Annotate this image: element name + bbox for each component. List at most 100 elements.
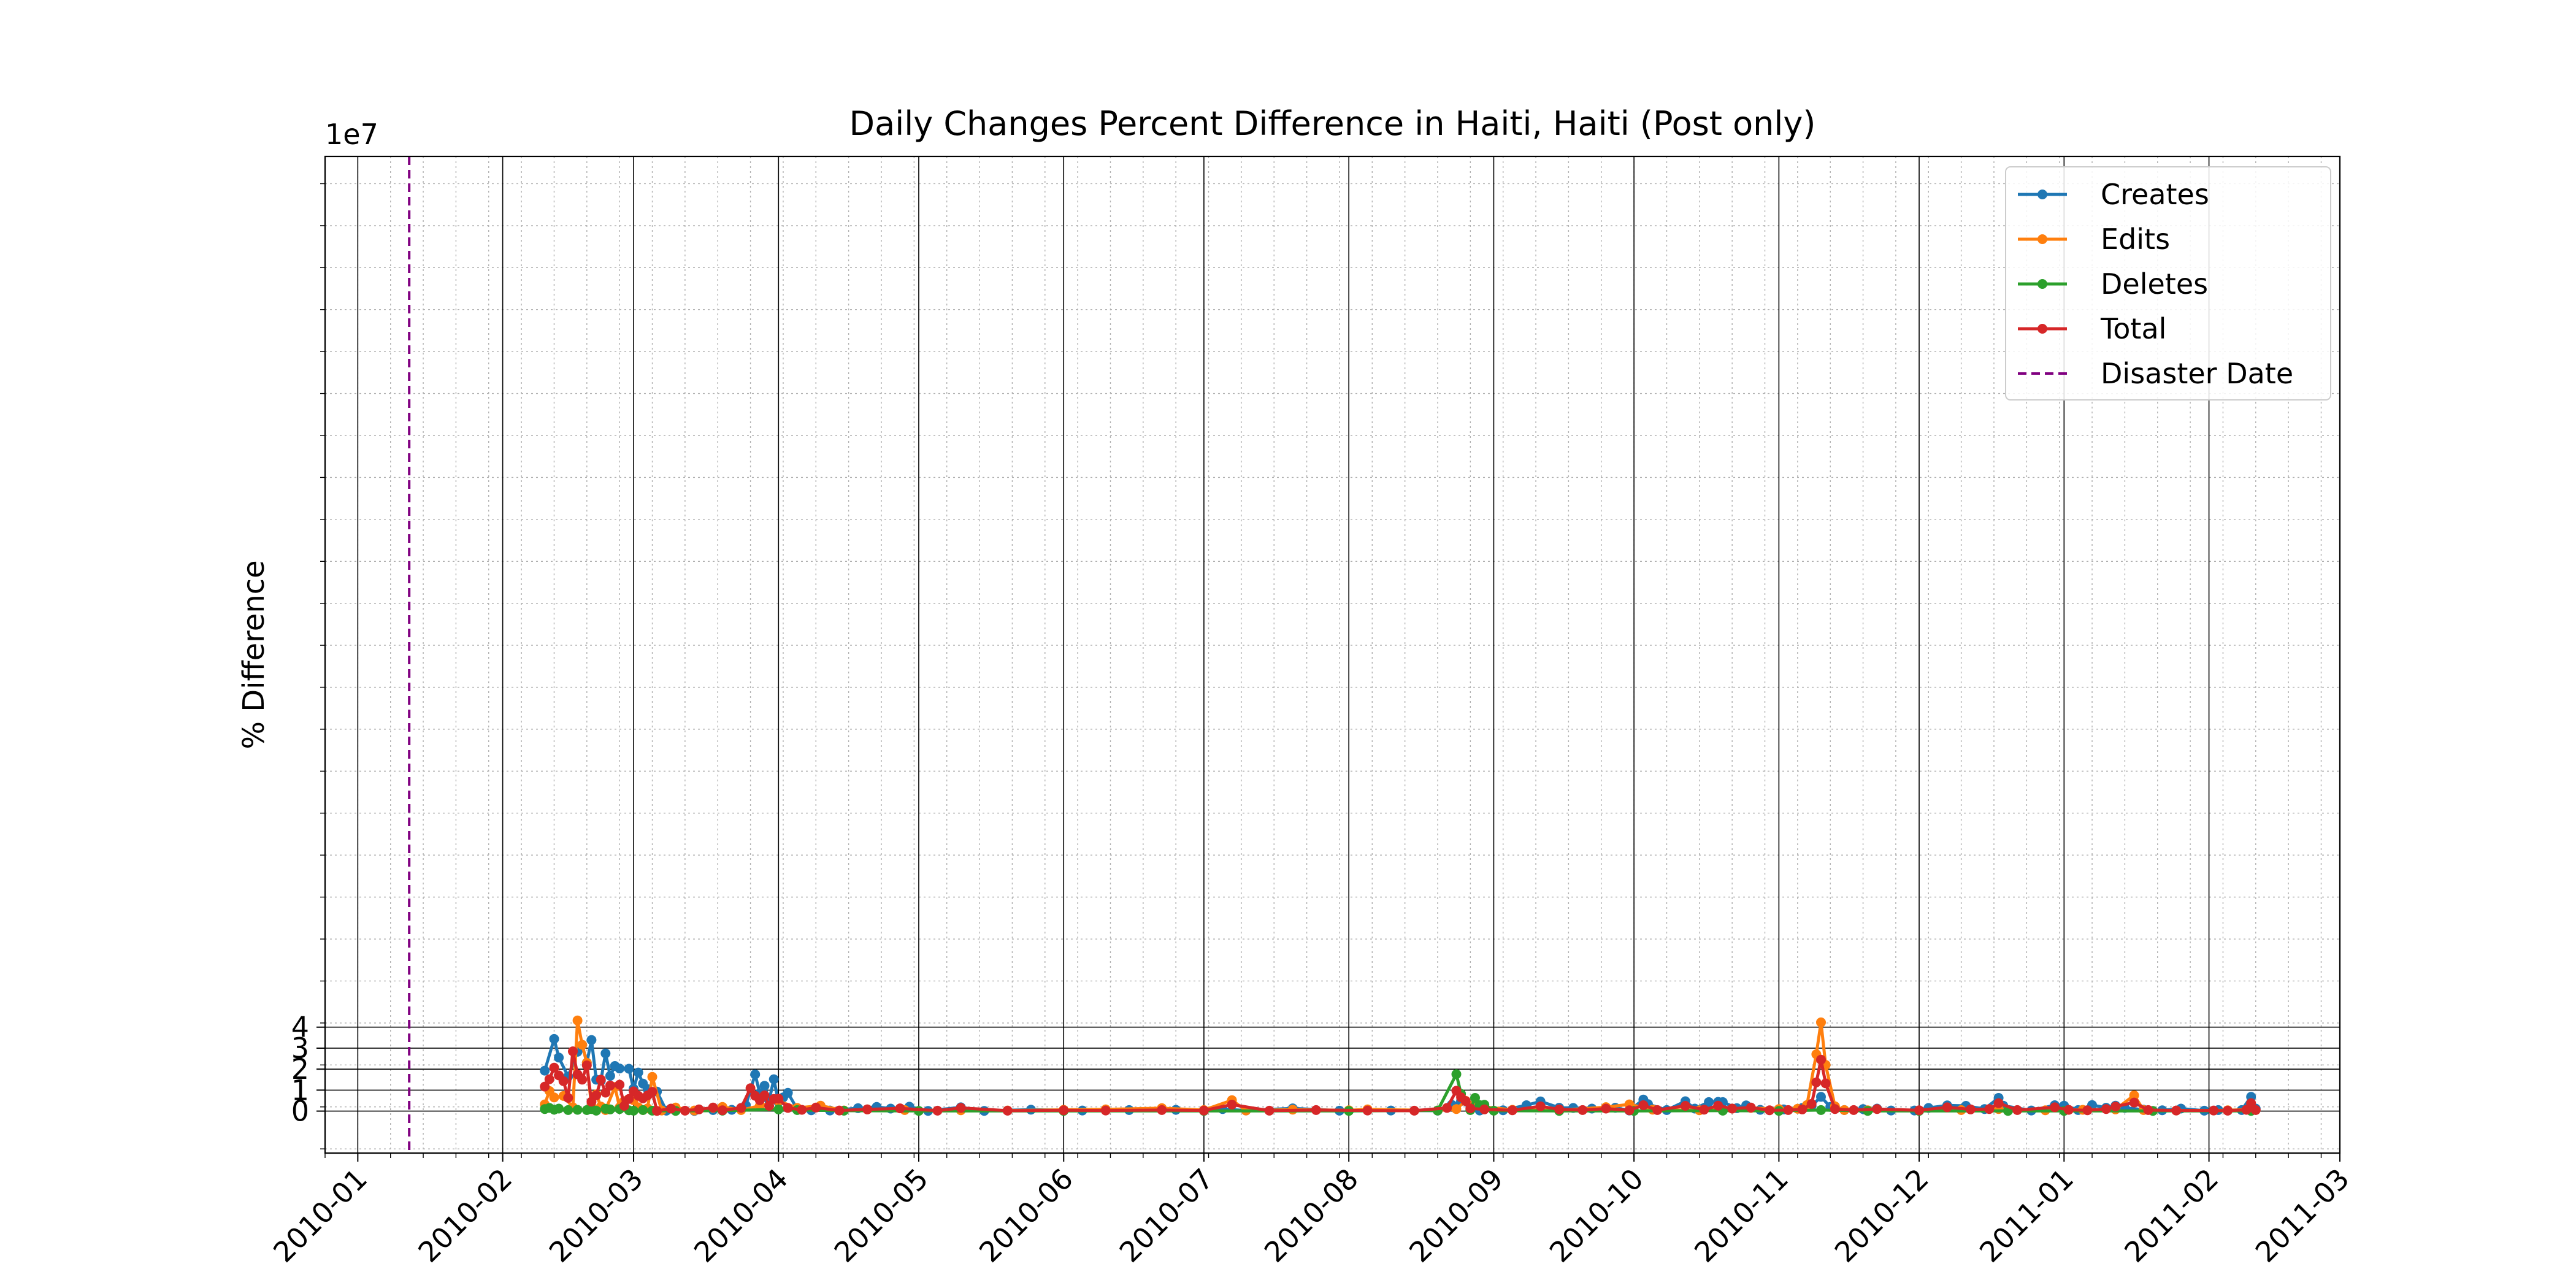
x-tick-label: 2010-05 [828, 1162, 935, 1269]
y-axis-offset-label: 1e7 [325, 118, 378, 151]
data-point [558, 1076, 569, 1086]
axes-frame [324, 155, 2341, 1154]
data-point [708, 1102, 718, 1113]
data-point [596, 1075, 606, 1085]
data-point [1746, 1102, 1756, 1113]
data-point [652, 1106, 662, 1116]
x-tick-label: 2010-03 [543, 1162, 650, 1269]
data-point [783, 1103, 793, 1113]
legend-label: Creates [2101, 178, 2209, 211]
data-point [1465, 1103, 1476, 1114]
data-point [2063, 1105, 2074, 1115]
data-point [1460, 1096, 1471, 1106]
data-point [1984, 1104, 1995, 1114]
data-point [759, 1090, 770, 1100]
data-point [1993, 1098, 2004, 1108]
x-tick-label: 2010-06 [973, 1162, 1079, 1269]
x-tick-label: 2010-08 [1258, 1162, 1365, 1269]
legend-label: Deletes [2101, 267, 2208, 301]
data-point [1601, 1103, 1611, 1114]
data-point [797, 1105, 807, 1115]
data-point [2110, 1102, 2121, 1112]
legend-item: Total [2018, 312, 2166, 345]
data-point [895, 1103, 905, 1114]
x-tick-label: 2010-09 [1403, 1162, 1509, 1269]
data-point [1002, 1105, 1013, 1116]
data-point [1535, 1101, 1546, 1111]
data-point [2209, 1105, 2219, 1116]
data-point [544, 1074, 554, 1084]
data-point [1451, 1069, 1462, 1079]
data-point [1157, 1105, 1167, 1115]
data-point [862, 1104, 873, 1114]
data-point [1311, 1105, 1321, 1115]
data-point [605, 1071, 615, 1081]
data-point [750, 1069, 761, 1079]
legend: Creates Edits Deletes Total Disaster Date [2005, 166, 2331, 401]
data-point [615, 1079, 625, 1090]
data-point [600, 1087, 611, 1098]
data-point [1059, 1105, 1069, 1116]
data-point [549, 1033, 559, 1044]
data-point [1409, 1105, 1419, 1116]
data-point [764, 1101, 775, 1111]
data-point [605, 1080, 615, 1091]
x-tick-label: 2010-07 [1113, 1162, 1220, 1269]
data-point [1554, 1104, 1565, 1114]
legend-marker [2037, 324, 2047, 334]
x-tick-label: 2010-11 [1688, 1162, 1795, 1269]
y-tick-label: 3 [291, 1032, 309, 1065]
x-tick-label: 2011-01 [1973, 1162, 2080, 1269]
data-point [591, 1090, 602, 1100]
data-point [2129, 1090, 2139, 1100]
data-point [1470, 1093, 1480, 1103]
legend-item: Disaster Date [2018, 357, 2293, 390]
data-point [1914, 1105, 1924, 1116]
data-point [834, 1105, 845, 1116]
data-point [577, 1075, 588, 1085]
x-tick-label: 2011-02 [2118, 1162, 2225, 1269]
y-tick-label: 0 [291, 1095, 309, 1128]
x-tick-label: 2010-04 [688, 1162, 794, 1269]
data-point [2171, 1105, 2182, 1116]
data-point [1797, 1104, 1807, 1114]
legend-item: Creates [2018, 178, 2209, 211]
data-point [549, 1092, 559, 1103]
data-point [600, 1048, 611, 1059]
data-point [783, 1087, 793, 1098]
series-layer [540, 1015, 2261, 1116]
data-point [773, 1094, 784, 1104]
data-point [2246, 1098, 2256, 1108]
series-total [540, 1046, 2261, 1116]
data-point [605, 1104, 615, 1114]
data-point [629, 1105, 638, 1116]
data-point [1680, 1101, 1690, 1111]
data-point [736, 1103, 746, 1113]
data-point [1507, 1105, 1517, 1116]
data-point [717, 1105, 727, 1116]
data-point [572, 1105, 583, 1115]
data-point [540, 1081, 550, 1092]
data-point [1783, 1105, 1793, 1115]
chart-title: Daily Changes Percent Difference in Hait… [849, 104, 1816, 143]
data-point [1264, 1105, 1275, 1116]
data-point [568, 1046, 578, 1057]
legend-marker [2037, 234, 2047, 244]
y-axis-label: % Difference [237, 560, 271, 749]
legend-marker [2037, 190, 2047, 199]
data-point [1942, 1102, 1952, 1113]
x-tick-label: 2011-03 [2249, 1162, 2356, 1269]
data-point [1727, 1103, 1738, 1114]
data-point [1806, 1098, 1817, 1109]
data-point [1704, 1097, 1714, 1107]
data-point [549, 1062, 559, 1073]
data-point [554, 1103, 564, 1114]
legend-box [2005, 166, 2331, 401]
legend-label: Disaster Date [2101, 357, 2293, 390]
data-point [1227, 1100, 1237, 1110]
data-point [638, 1105, 648, 1115]
data-point [769, 1074, 779, 1084]
data-point [1442, 1103, 1452, 1113]
data-point [647, 1087, 657, 1097]
